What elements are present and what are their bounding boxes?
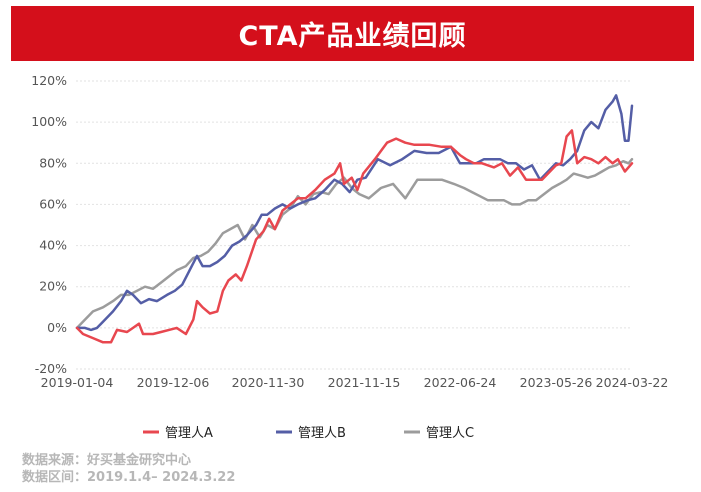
y-axis-ticks: -20% 0% 20% 40% 60% 80% 100% 120% [31, 73, 67, 376]
title-banner: CTA产品业绩回顾 [11, 6, 694, 61]
legend-label: 管理人B [298, 426, 346, 441]
page-title: CTA产品业绩回顾 [238, 21, 467, 52]
y-tick-label: 40% [39, 238, 67, 253]
x-tick-label: 2022-06-24 [424, 375, 497, 390]
x-tick-label: 2023-05-26 [520, 375, 593, 390]
legend-label: 管理人A [165, 426, 213, 441]
data-period: 数据区间：2019.1.4– 2024.3.22 [22, 470, 236, 485]
x-tick-label: 2024-03-22 [596, 375, 669, 390]
y-tick-label: 20% [39, 279, 67, 294]
legend: 管理人A 管理人B 管理人C [143, 426, 474, 441]
series-lines [75, 94, 634, 344]
x-axis-ticks: 2019-01-04 2019-12-06 2020-11-30 2021-11-15… [41, 375, 669, 390]
x-tick-label: 2019-12-06 [137, 375, 210, 390]
series-line-2 [75, 94, 634, 332]
y-tick-label: 80% [39, 155, 67, 170]
series-line-1 [75, 129, 634, 344]
y-tick-label: -20% [35, 361, 67, 376]
y-tick-label: 0% [47, 320, 67, 335]
y-tick-label: 100% [31, 114, 67, 129]
x-tick-label: 2019-01-04 [41, 375, 114, 390]
data-source: 数据来源：好买基金研究中心 [22, 453, 192, 468]
x-tick-label: 2020-11-30 [232, 375, 305, 390]
legend-label: 管理人C [426, 426, 474, 441]
gridlines [76, 80, 632, 370]
y-tick-label: 60% [39, 196, 67, 211]
footer-notes: 数据来源：好买基金研究中心 数据区间：2019.1.4– 2024.3.22 [22, 452, 235, 486]
x-tick-label: 2021-11-15 [328, 375, 401, 390]
y-tick-label: 120% [31, 73, 67, 88]
